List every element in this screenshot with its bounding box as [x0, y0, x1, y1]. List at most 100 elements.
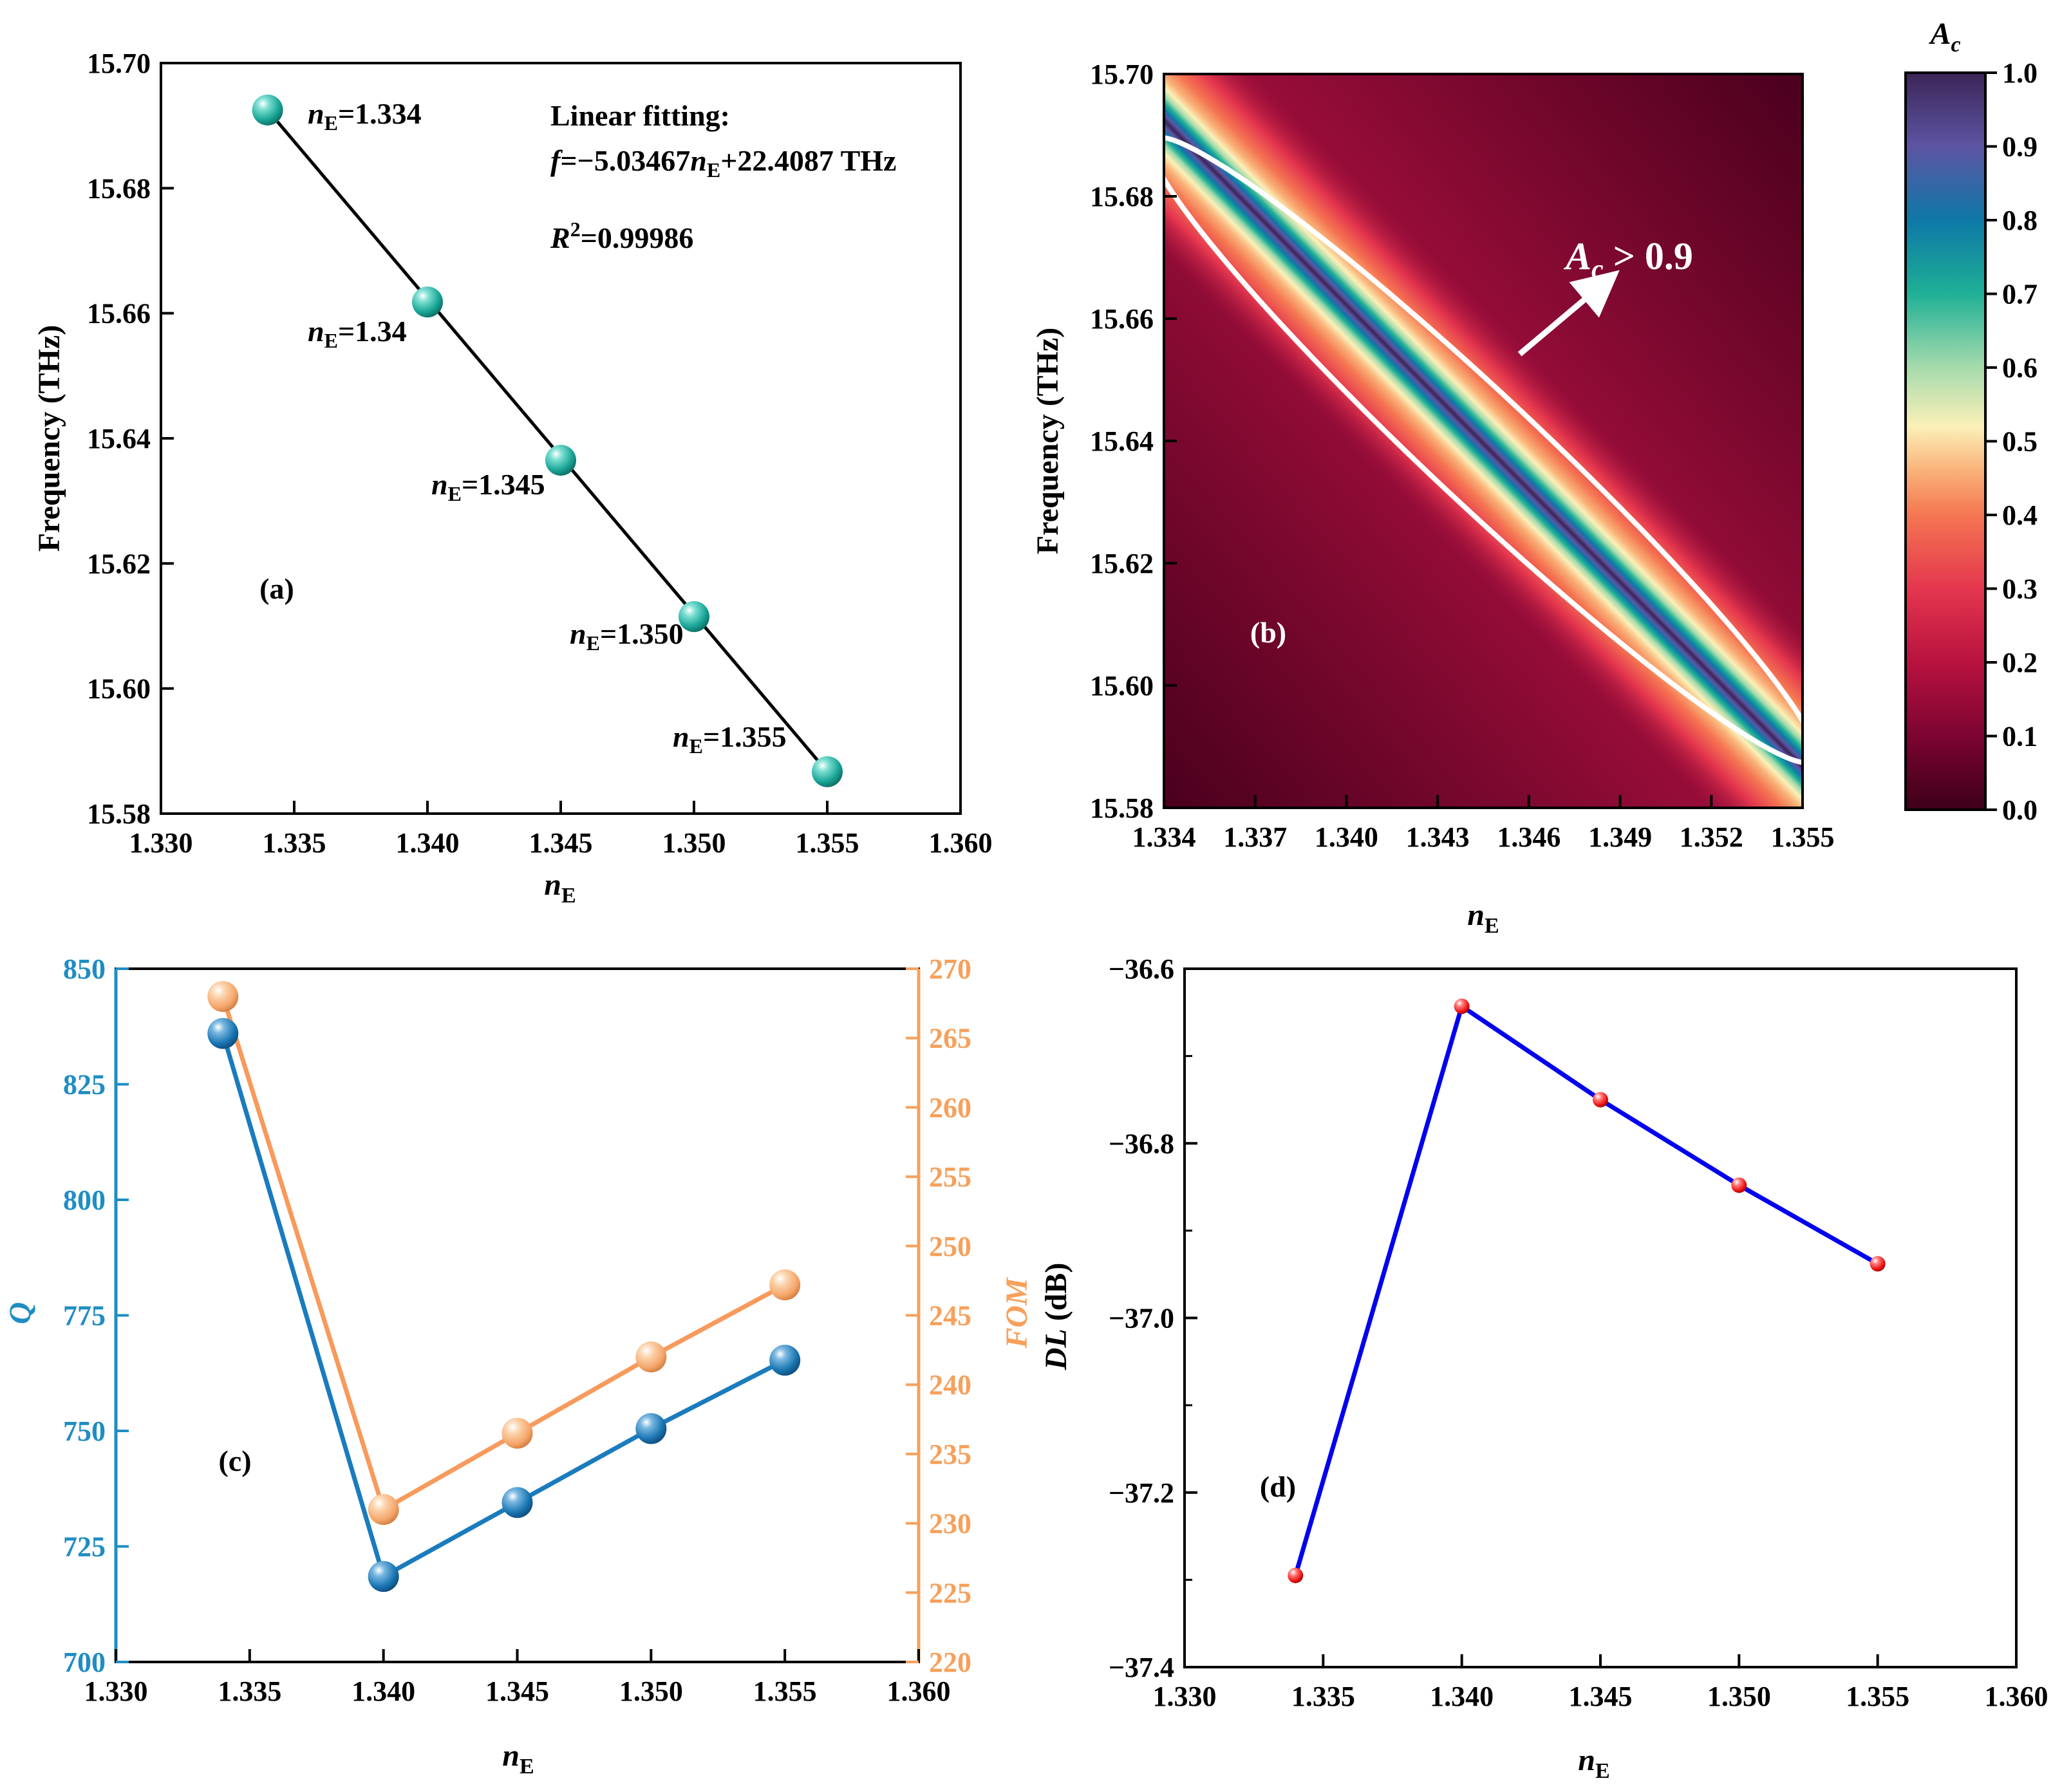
panel-d-xtick-label: 1.350 — [1707, 1681, 1771, 1712]
panel-c-right-ytick-label: 245 — [929, 1300, 971, 1332]
colorbar-tick-label: 0.7 — [2002, 279, 2038, 310]
panel-c-left-ytick-label: 700 — [63, 1647, 106, 1678]
panel-d-xlabel: nE — [1578, 1743, 1609, 1783]
panel-b-ytick-label: 15.68 — [1090, 181, 1154, 212]
panel-b-ytick-label: 15.58 — [1090, 792, 1154, 824]
panel-c-right-ytick-label: 220 — [929, 1647, 971, 1678]
panel-a-label: (a) — [259, 572, 294, 605]
panel-c-xtick-label: 1.340 — [351, 1675, 415, 1707]
q-point — [635, 1413, 667, 1444]
colorbar-tick-label: 0.3 — [2002, 574, 2038, 605]
colorbar-tick-label: 0.8 — [2002, 205, 2038, 236]
panel-a-ytick-label: 15.58 — [87, 798, 151, 830]
panel-a-point — [412, 286, 443, 318]
point-label-1350: nE=1.350 — [570, 617, 684, 655]
panel-a-point — [812, 756, 843, 787]
panel-d-xtick-label: 1.330 — [1153, 1681, 1217, 1712]
dl-point — [1731, 1177, 1747, 1193]
panel-a-fit-equation: f=−5.03467nE+22.4087 THz — [550, 144, 896, 182]
panel-d-frame — [1183, 967, 2018, 1668]
panel-c-right-ytick-label: 250 — [929, 1231, 971, 1262]
panel-c-left-ytick-label: 775 — [63, 1300, 106, 1332]
panel-a-xtick-label: 1.345 — [529, 827, 593, 859]
panel-c-points — [207, 981, 801, 1592]
panel-a-ylabel: Frequency (THz) — [32, 325, 66, 552]
panel-d-ytick-label: −36.8 — [1109, 1128, 1174, 1159]
panel-b-xtick-label: 1.343 — [1406, 821, 1470, 853]
panel-b-ytick-label: 15.60 — [1090, 670, 1154, 702]
panel-a-xtick-label: 1.350 — [662, 827, 726, 859]
panel-c-right-ytick-label: 240 — [929, 1369, 971, 1401]
panel-c-right-ytick-label: 270 — [929, 953, 971, 985]
dl-point — [1870, 1256, 1886, 1272]
panel-b-ytick-label: 15.70 — [1090, 59, 1154, 90]
dl-series-line — [1293, 1002, 1879, 1576]
panel-c-xtick-label: 1.360 — [887, 1675, 951, 1707]
panel-c: 1.330 1.335 1.340 1.345 1.350 1.355 1.360 700 72… — [3, 953, 1034, 1778]
colorbar-tick-label: 0.2 — [2002, 647, 2038, 678]
point-label-1345: nE=1.345 — [431, 468, 545, 505]
panel-b-ytick-label: 15.64 — [1090, 425, 1154, 457]
panel-a-point — [545, 445, 576, 476]
panel-b: 1.334 1.337 1.340 1.343 1.346 1.349 1.352 1.355… — [1031, 17, 2038, 938]
panel-b-xtick-label: 1.352 — [1680, 821, 1743, 853]
fom-point — [368, 1494, 399, 1526]
panel-c-xtick-label: 1.345 — [485, 1675, 549, 1707]
panel-d-ytick-label: −37.0 — [1109, 1303, 1174, 1334]
dl-point — [1454, 998, 1470, 1014]
panel-b-xtick-label: 1.346 — [1497, 821, 1561, 853]
colorbar-tick-label: 0.0 — [2002, 794, 2038, 826]
q-point — [769, 1345, 801, 1376]
panel-a-ytick-label: 15.64 — [87, 423, 151, 454]
panel-d-xtick-label: 1.355 — [1846, 1681, 1909, 1712]
panel-b-ylabel: Frequency (THz) — [1031, 328, 1065, 554]
panel-a-points — [252, 94, 843, 787]
panel-c-xtick-label: 1.355 — [753, 1675, 817, 1707]
panel-a: 1.330 1.335 1.340 1.345 1.350 1.355 1.360 15.58… — [32, 48, 993, 908]
panel-d-ticks: 1.330 1.335 1.340 1.345 1.350 1.355 1.360 −37.4… — [1109, 953, 2048, 1712]
dl-point — [1593, 1092, 1608, 1108]
panel-b-xtick-label: 1.355 — [1771, 821, 1835, 853]
dl-point — [1288, 1567, 1304, 1583]
panel-a-ticks: 1.330 1.335 1.340 1.345 1.350 1.355 1.360 15.58… — [87, 48, 993, 859]
panel-a-ytick-label: 15.70 — [87, 48, 151, 79]
panel-a-xtick-label: 1.360 — [929, 827, 993, 859]
point-label-1355: nE=1.355 — [673, 720, 787, 758]
panel-c-xlabel: nE — [502, 1739, 534, 1778]
colorbar-tick-label: 1.0 — [2002, 57, 2038, 89]
panel-d-points — [1288, 998, 1886, 1583]
point-label-1340: nE=1.34 — [308, 315, 407, 352]
q-point — [368, 1561, 399, 1592]
annotation-arrow — [1517, 270, 1620, 357]
panel-d-ylabel: DL (dB) — [1039, 1263, 1073, 1371]
fom-point — [635, 1341, 667, 1373]
panel-c-ylabel-left: Q — [3, 1302, 37, 1325]
panel-b-ticks: 1.334 1.337 1.340 1.343 1.346 1.349 1.352 1.355… — [1090, 59, 1835, 853]
heatmap-resonance-band — [1164, 74, 1803, 808]
panel-b-label: (b) — [1250, 616, 1286, 649]
panel-d: 1.330 1.335 1.340 1.345 1.350 1.355 1.360 −37.4… — [1039, 953, 2048, 1783]
panel-d-ytick-label: −37.4 — [1109, 1652, 1174, 1683]
panel-c-ticks: 1.330 1.335 1.340 1.345 1.350 1.355 1.360 700 72… — [63, 953, 971, 1707]
panel-d-xtick-label: 1.340 — [1430, 1681, 1494, 1712]
panel-d-label: (d) — [1260, 1470, 1296, 1503]
panel-c-ylabel-right: FOM — [1000, 1276, 1034, 1349]
colorbar-tick-label: 0.1 — [2002, 721, 2038, 752]
fom-point — [501, 1417, 533, 1449]
panel-b-xtick-label: 1.334 — [1132, 821, 1196, 853]
panel-a-point — [252, 94, 283, 126]
panel-a-xlabel: nE — [544, 868, 576, 908]
panel-d-xtick-label: 1.335 — [1291, 1681, 1355, 1712]
panel-b-xtick-label: 1.340 — [1315, 821, 1378, 853]
panel-c-left-ytick-label: 825 — [63, 1069, 106, 1101]
colorbar — [1904, 71, 1987, 811]
panel-b-xtick-label: 1.337 — [1223, 821, 1287, 853]
panel-a-xtick-label: 1.335 — [263, 827, 326, 859]
fom-point — [769, 1269, 801, 1301]
q-point — [501, 1487, 533, 1518]
panel-a-r-squared: R2=0.99986 — [550, 218, 693, 254]
panel-a-fit-title: Linear fitting: — [550, 99, 730, 132]
point-label-1334: nE=1.334 — [308, 97, 422, 135]
colorbar-tick-label: 0.5 — [2002, 426, 2038, 458]
